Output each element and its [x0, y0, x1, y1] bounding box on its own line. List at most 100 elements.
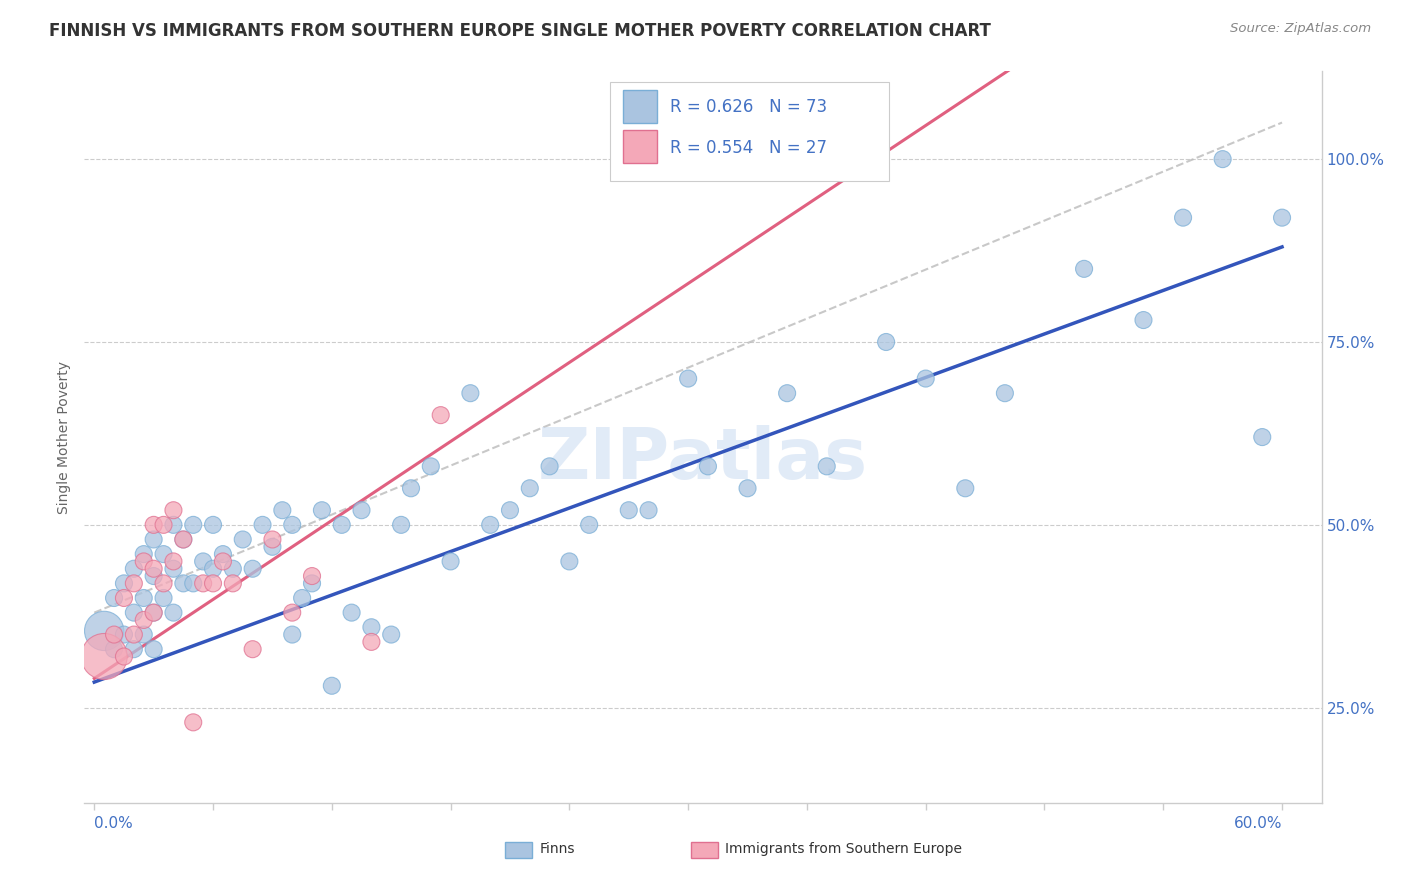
Point — [112, 576, 135, 591]
Point — [103, 642, 125, 657]
Point — [558, 554, 581, 568]
Point — [776, 386, 799, 401]
Point — [617, 503, 640, 517]
Point — [311, 503, 333, 517]
Point — [330, 517, 353, 532]
Point — [162, 503, 184, 517]
Point — [132, 613, 155, 627]
Point — [112, 627, 135, 641]
Point — [162, 562, 184, 576]
Text: 0.0%: 0.0% — [94, 816, 134, 831]
Point — [122, 606, 145, 620]
Point — [439, 554, 461, 568]
Point — [191, 576, 214, 591]
Point — [914, 371, 936, 385]
Point — [737, 481, 759, 495]
Point — [103, 591, 125, 605]
Point — [152, 517, 174, 532]
Text: Source: ZipAtlas.com: Source: ZipAtlas.com — [1230, 22, 1371, 36]
Point — [291, 591, 314, 605]
Point — [152, 591, 174, 605]
Point — [697, 459, 720, 474]
Point — [142, 517, 165, 532]
Point — [132, 627, 155, 641]
Point — [499, 503, 522, 517]
Point — [637, 503, 659, 517]
Y-axis label: Single Mother Poverty: Single Mother Poverty — [58, 360, 72, 514]
Point — [815, 459, 838, 474]
Point — [676, 371, 699, 385]
Point — [191, 554, 214, 568]
Point — [429, 408, 451, 422]
Point — [112, 591, 135, 605]
Point — [1132, 313, 1154, 327]
FancyBboxPatch shape — [623, 90, 657, 122]
Point — [281, 517, 304, 532]
Point — [142, 642, 165, 657]
Point — [212, 554, 235, 568]
Point — [222, 576, 245, 591]
Point — [162, 517, 184, 532]
FancyBboxPatch shape — [505, 841, 533, 858]
Point — [399, 481, 422, 495]
FancyBboxPatch shape — [623, 130, 657, 163]
Point — [181, 517, 204, 532]
Point — [93, 649, 115, 664]
Text: R = 0.626   N = 73: R = 0.626 N = 73 — [669, 98, 827, 117]
Point — [350, 503, 373, 517]
Point — [232, 533, 254, 547]
Point — [132, 591, 155, 605]
Point — [1212, 152, 1234, 166]
Point — [262, 533, 284, 547]
Point — [360, 620, 382, 634]
Point — [1073, 261, 1095, 276]
FancyBboxPatch shape — [610, 82, 889, 181]
Point — [301, 576, 323, 591]
Point — [994, 386, 1017, 401]
Point — [132, 547, 155, 561]
Point — [122, 562, 145, 576]
Point — [142, 606, 165, 620]
Point — [142, 606, 165, 620]
Point — [162, 606, 184, 620]
Point — [479, 517, 502, 532]
Text: Finns: Finns — [540, 842, 575, 856]
FancyBboxPatch shape — [690, 841, 718, 858]
Point — [222, 562, 245, 576]
Point — [142, 533, 165, 547]
Point — [360, 635, 382, 649]
Point — [1271, 211, 1294, 225]
Point — [460, 386, 482, 401]
Point — [142, 569, 165, 583]
Text: ZIPatlas: ZIPatlas — [538, 425, 868, 493]
Point — [152, 547, 174, 561]
Point — [112, 649, 135, 664]
Text: FINNISH VS IMMIGRANTS FROM SOUTHERN EUROPE SINGLE MOTHER POVERTY CORRELATION CHA: FINNISH VS IMMIGRANTS FROM SOUTHERN EURO… — [49, 22, 991, 40]
Point — [181, 715, 204, 730]
Point — [122, 642, 145, 657]
Point — [172, 576, 194, 591]
Point — [122, 627, 145, 641]
Point — [252, 517, 274, 532]
Point — [389, 517, 412, 532]
Point — [281, 627, 304, 641]
Point — [1171, 211, 1194, 225]
Point — [271, 503, 294, 517]
Point — [419, 459, 441, 474]
Point — [262, 540, 284, 554]
Point — [380, 627, 402, 641]
Point — [152, 576, 174, 591]
Point — [281, 606, 304, 620]
Point — [132, 554, 155, 568]
Point — [142, 562, 165, 576]
Point — [875, 334, 897, 349]
Point — [340, 606, 363, 620]
Point — [202, 576, 225, 591]
Point — [519, 481, 541, 495]
Text: Immigrants from Southern Europe: Immigrants from Southern Europe — [725, 842, 962, 856]
Point — [162, 554, 184, 568]
Point — [321, 679, 343, 693]
Point — [103, 627, 125, 641]
Point — [1251, 430, 1274, 444]
Point — [301, 569, 323, 583]
